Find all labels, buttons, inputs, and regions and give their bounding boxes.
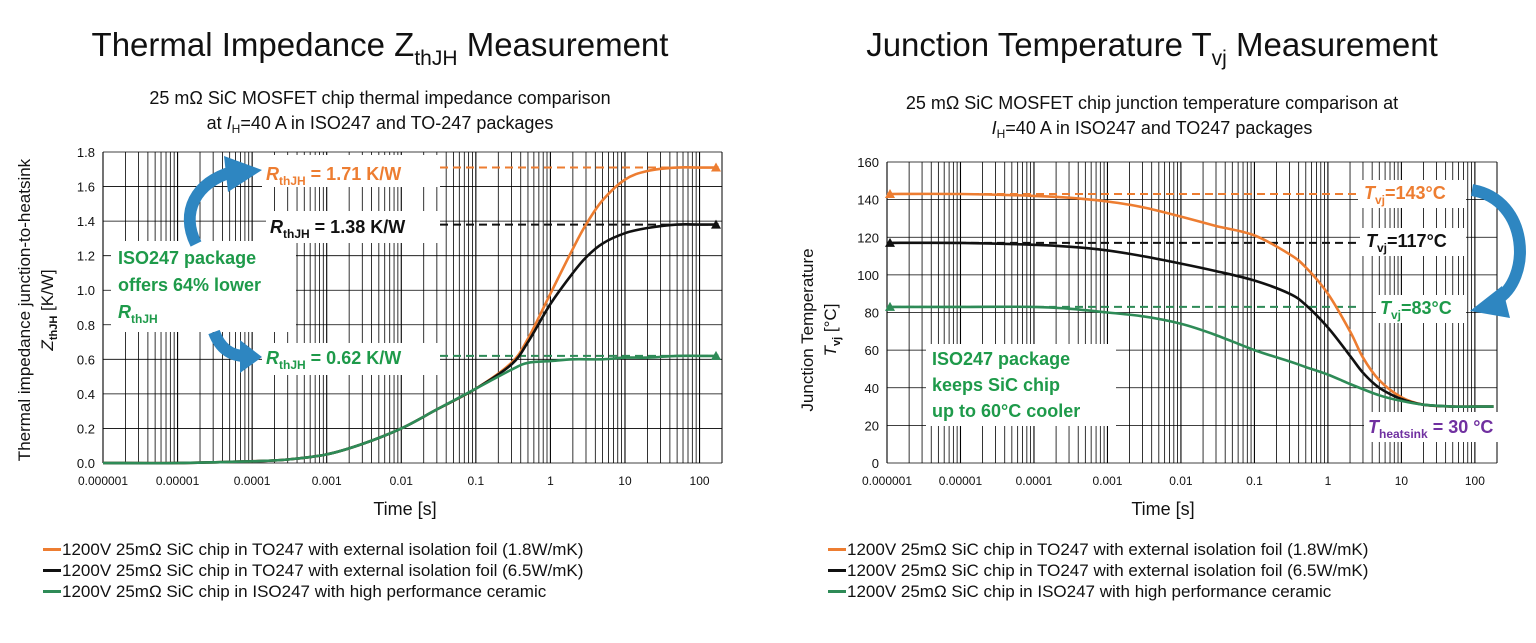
legend-item: 1200V 25mΩ SiC chip in ISO247 with high … <box>828 581 1368 602</box>
heatsink-label: Theatsink = 30 °C <box>1368 417 1493 441</box>
junction-temperature-panel: Junction Temperature Tvj Measurement 25 … <box>768 0 1536 643</box>
right-chart-subtitle: 25 mΩ SiC MOSFET chip junction temperatu… <box>905 93 1399 141</box>
y-tick-label: 1.6 <box>77 180 95 195</box>
legend-swatch <box>43 590 61 593</box>
y-tick-label: 0.2 <box>77 421 95 436</box>
y-tick-label: 20 <box>865 418 879 433</box>
left-y-axis-label: Thermal impedance junction-to-heatsink <box>15 158 34 461</box>
blue-curved-arrow-icon <box>1470 184 1526 306</box>
x-tick-label: 0.01 <box>1169 474 1193 488</box>
t-black-label-bg <box>1360 228 1466 256</box>
heatsink-label-bg <box>1364 412 1524 442</box>
y-tick-label: 1.8 <box>77 145 95 160</box>
r-green-label: RthJH = 0.62 K/W <box>266 348 401 372</box>
right-legend: 1200V 25mΩ SiC chip in TO247 with extern… <box>828 539 1368 602</box>
r-black-label: RthJH = 1.38 K/W <box>270 217 405 241</box>
left-legend: 1200V 25mΩ SiC chip in TO247 with extern… <box>43 539 583 602</box>
thermal-impedance-panel: Thermal Impedance ZthJH Measurement 25 m… <box>0 0 760 643</box>
t-green-label-bg <box>1376 295 1466 323</box>
left-callout-text: ISO247 package offers 64% lower RthJH <box>118 248 266 326</box>
y-tick-label: 160 <box>857 155 879 170</box>
y-tick-label: 0.6 <box>77 352 95 367</box>
left-callout-bg <box>111 241 296 332</box>
legend-item: 1200V 25mΩ SiC chip in ISO247 with high … <box>43 581 583 602</box>
x-tick-label: 0.1 <box>1246 474 1263 488</box>
x-tick-label: 0.00001 <box>156 474 200 488</box>
y-tick-label: 0.4 <box>77 387 95 402</box>
x-tick-label: 0.001 <box>312 474 342 488</box>
t-black-label: Tvj=117°C <box>1366 231 1447 255</box>
legend-label: 1200V 25mΩ SiC chip in TO247 with extern… <box>62 540 584 559</box>
r-black-label-bg <box>266 211 440 243</box>
legend-item: 1200V 25mΩ SiC chip in TO247 with extern… <box>828 560 1368 581</box>
left-chart-subtitle: 25 mΩ SiC MOSFET chip thermal impedance … <box>149 88 611 136</box>
legend-item: 1200V 25mΩ SiC chip in TO247 with extern… <box>828 539 1368 560</box>
right-callout-text: ISO247 package keeps SiC chip up to 60°C… <box>932 349 1080 421</box>
y-tick-label: 0.8 <box>77 318 95 333</box>
left-chart-title: Thermal Impedance ZthJH Measurement <box>91 26 669 70</box>
y-tick-label: 1.0 <box>77 283 95 298</box>
legend-swatch <box>828 590 846 593</box>
x-tick-label: 100 <box>1465 474 1485 488</box>
x-tick-label: 10 <box>618 474 632 488</box>
t-green-label: Tvj=83°C <box>1380 298 1452 322</box>
y-tick-label: 120 <box>857 230 879 245</box>
y-tick-label: 1.4 <box>77 214 95 229</box>
r-orange-label: RthJH = 1.71 K/W <box>266 164 401 188</box>
y-tick-label: 100 <box>857 268 879 283</box>
series-line <box>886 305 1494 409</box>
y-tick-label: 140 <box>857 193 879 208</box>
y-tick-label: 0 <box>872 456 879 471</box>
legend-swatch <box>828 569 846 572</box>
y-tick-label: 80 <box>865 306 879 321</box>
right-plot-area: 0.000001 0.00001 0.0001 0.001 0.01 0.1 1 10 100 0… <box>857 155 1498 488</box>
left-x-axis-label: Time [s] <box>373 499 436 519</box>
x-tick-label: 10 <box>1395 474 1409 488</box>
right-y-axis-label: Junction Temperature <box>798 248 817 411</box>
y-tick-label: 60 <box>865 343 879 358</box>
y-tick-label: 1.2 <box>77 249 95 264</box>
x-tick-label: 1 <box>1325 474 1332 488</box>
legend-label: 1200V 25mΩ SiC chip in TO247 with extern… <box>847 540 1369 559</box>
legend-label: 1200V 25mΩ SiC chip in ISO247 with high … <box>62 582 547 601</box>
left-annotations: RthJH = 1.71 K/W RthJH = 1.38 K/W RthJH … <box>111 155 440 375</box>
x-tick-label: 1 <box>547 474 554 488</box>
x-tick-label: 0.00001 <box>939 474 983 488</box>
series-line <box>102 354 719 465</box>
x-tick-label: 0.0001 <box>1016 474 1053 488</box>
x-tick-label: 0.1 <box>468 474 485 488</box>
r-orange-label-bg <box>262 155 440 187</box>
right-annotations: Tvj=143°C Tvj=117°C Tvj=83°C ISO247 pack… <box>926 180 1526 442</box>
legend-item: 1200V 25mΩ SiC chip in TO247 with extern… <box>43 560 583 581</box>
x-tick-label: 0.0001 <box>234 474 271 488</box>
right-callout-bg <box>926 344 1116 426</box>
legend-label: 1200V 25mΩ SiC chip in TO247 with extern… <box>847 561 1369 580</box>
legend-label: 1200V 25mΩ SiC chip in ISO247 with high … <box>847 582 1332 601</box>
legend-swatch <box>828 548 846 551</box>
t-orange-label-bg <box>1358 180 1466 208</box>
left-plot-area: 0.000001 0.00001 0.0001 0.001 0.01 0.1 1 10 100 0… <box>77 145 723 488</box>
legend-label: 1200V 25mΩ SiC chip in TO247 with extern… <box>62 561 584 580</box>
legend-swatch <box>43 569 61 572</box>
arrow-head-icon <box>240 340 262 373</box>
right-y-axis-label-symbol: Tvj [°C] <box>821 304 843 357</box>
blue-curved-arrow-icon <box>183 166 234 247</box>
right-chart-title: Junction Temperature Tvj Measurement <box>866 26 1438 70</box>
y-tick-label: 0.0 <box>77 456 95 471</box>
t-orange-label: Tvj=143°C <box>1364 183 1446 207</box>
x-tick-label: 0.000001 <box>78 474 128 488</box>
right-x-axis-label: Time [s] <box>1131 499 1194 519</box>
x-tick-label: 0.000001 <box>862 474 912 488</box>
y-tick-label: 40 <box>865 381 879 396</box>
left-y-axis-label-symbol: ZthJH [K/W] <box>38 269 60 351</box>
x-tick-label: 0.01 <box>390 474 414 488</box>
x-tick-label: 100 <box>690 474 710 488</box>
arrow-head-icon <box>1470 286 1510 318</box>
r-green-label-bg <box>262 343 440 375</box>
legend-swatch <box>43 548 61 551</box>
x-tick-label: 0.001 <box>1092 474 1122 488</box>
arrow-head-icon <box>224 156 262 192</box>
legend-item: 1200V 25mΩ SiC chip in TO247 with extern… <box>43 539 583 560</box>
